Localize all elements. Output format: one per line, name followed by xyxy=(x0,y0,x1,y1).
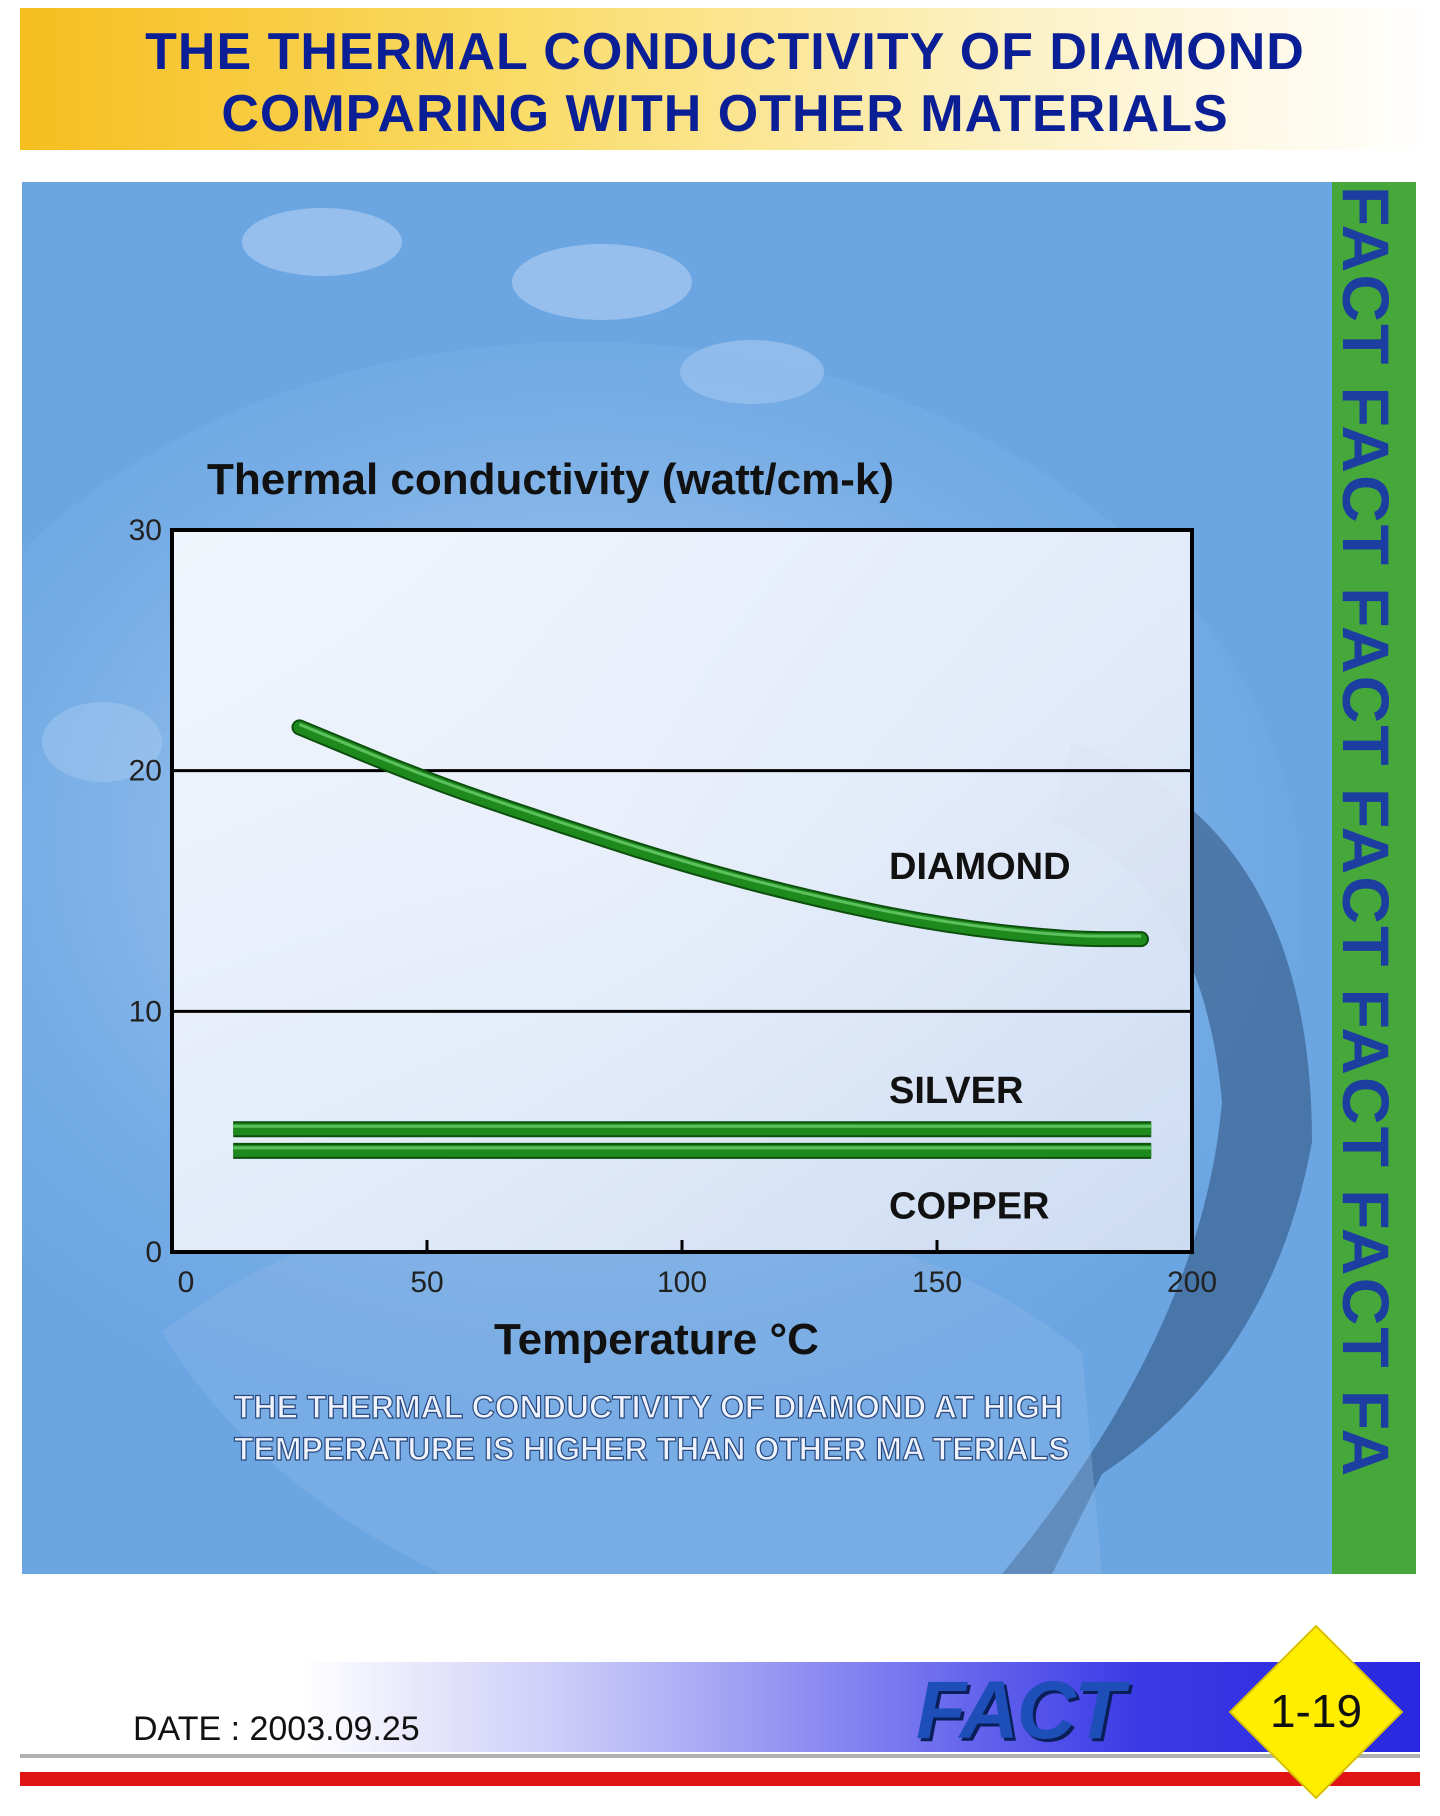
title-line-2: COMPARING WITH OTHER MATERIALS xyxy=(221,85,1229,143)
x-axis-ticks: 0 50 100 150 200 xyxy=(170,1240,1217,1299)
annotation-line-1: THE THERMAL CONDUCTIVITY OF DIAMOND AT H… xyxy=(234,1389,1063,1425)
x-tick-label: 0 xyxy=(178,1266,195,1299)
y-tick-label: 0 xyxy=(145,1236,162,1269)
series-labels: DIAMOND SILVER COPPER xyxy=(889,846,1071,1227)
series-layer xyxy=(233,719,1152,1159)
annotation-line-2: TEMPERATURE IS HIGHER THAN OTHER MA TERI… xyxy=(234,1431,1070,1467)
x-tick-label: 100 xyxy=(657,1266,707,1299)
series-diamond-line-highlight xyxy=(298,722,1141,938)
conductivity-chart: 0 10 20 30 0 50 100 150 200 DIAMOND SILVER COPPER… xyxy=(129,455,1217,1468)
series-label-silver: SILVER xyxy=(889,1070,1023,1112)
series-label-diamond: DIAMOND xyxy=(889,846,1071,888)
page-badge-diamond-icon xyxy=(1228,1624,1404,1800)
series-copper-line xyxy=(233,1142,1152,1159)
y-tick-label: 30 xyxy=(129,514,162,547)
fact-strip-text: FACT FACT FACT FACT FACT FACT FA xyxy=(1332,186,1403,1479)
x-axis-label: Temperature °C xyxy=(494,1315,819,1364)
y-axis-label: Thermal conductivity (watt/cm-k) xyxy=(207,455,894,504)
series-silver-line xyxy=(233,1121,1152,1138)
y-tick-label: 20 xyxy=(129,755,162,788)
slide-panel: 0 10 20 30 0 50 100 150 200 DIAMOND SILVER COPPER… xyxy=(22,182,1416,1574)
date-label: DATE : 2003.09.25 xyxy=(133,1710,420,1748)
chart-annotation: THE THERMAL CONDUCTIVITY OF DIAMOND AT H… xyxy=(233,1388,1070,1467)
title-banner: THE THERMAL CONDUCTIVITY OF DIAMOND COMP… xyxy=(20,8,1430,150)
fact-logo: FACT xyxy=(916,1665,1124,1756)
footer-divider xyxy=(20,1754,1420,1758)
footer-red-bar xyxy=(20,1772,1420,1786)
x-tick-label: 50 xyxy=(410,1266,443,1299)
title-line-1: THE THERMAL CONDUCTIVITY OF DIAMOND xyxy=(145,23,1305,81)
series-diamond-line-body xyxy=(293,721,1147,946)
fact-side-strip: FACT FACT FACT FACT FACT FACT FA xyxy=(1332,182,1416,1574)
x-tick-label: 200 xyxy=(1167,1266,1217,1299)
footer-band xyxy=(20,1662,1420,1752)
page-number: 1-19 xyxy=(1269,1685,1363,1737)
y-tick-label: 10 xyxy=(129,995,162,1028)
grid-lines xyxy=(172,769,1192,1013)
series-label-copper: COPPER xyxy=(889,1185,1049,1227)
y-axis-ticks: 0 10 20 30 xyxy=(129,514,162,1269)
series-diamond-line xyxy=(291,719,1149,948)
x-tick-label: 150 xyxy=(912,1266,962,1299)
